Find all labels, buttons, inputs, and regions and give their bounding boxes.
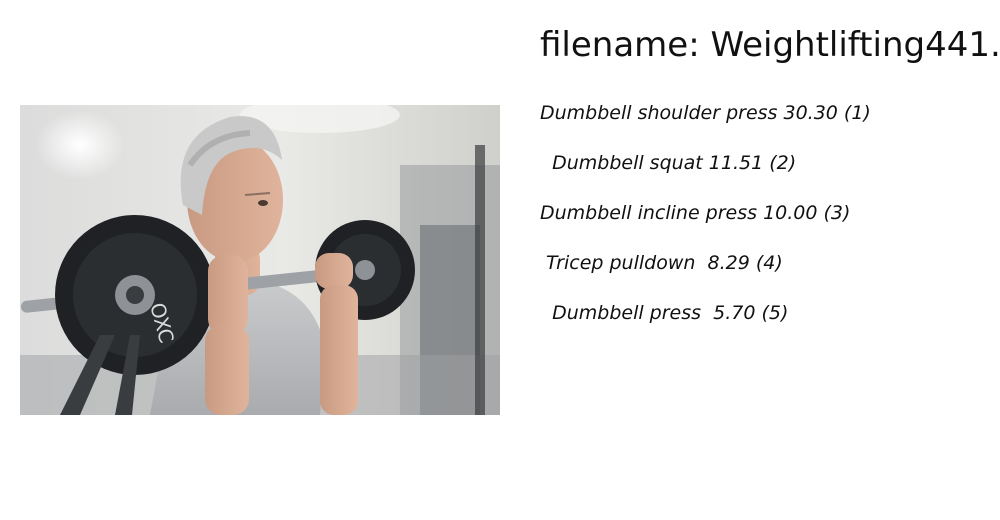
prediction-item-1: Dumbbell shoulder press 30.30 (1): [540, 102, 871, 124]
prediction-item-2: Dumbbell squat 11.51 (2): [540, 152, 797, 174]
prediction-item-5: Dumbbell press 5.70 (5): [540, 302, 789, 324]
prediction-item-4: Tricep pulldown 8.29 (4): [540, 252, 783, 274]
prediction-item-3: Dumbbell incline press 10.00 (3): [540, 202, 851, 224]
prediction-list: Dumbbell shoulder press 30.30 (1) Dumbbe…: [540, 100, 871, 350]
filename-title: filename: Weightlifting441.jpg: [540, 25, 1000, 65]
weightlifter-photo-icon: OXC: [20, 105, 500, 415]
